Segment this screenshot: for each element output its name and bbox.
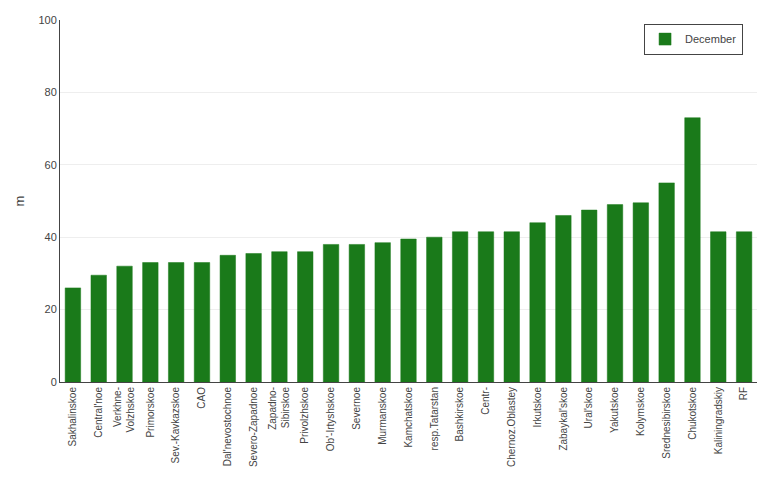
svg-text:Dal'nevostochnoe: Dal'nevostochnoe: [222, 387, 233, 467]
svg-text:Chukotskoe: Chukotskoe: [687, 387, 698, 440]
svg-text:Ob'-Irtyshskoe: Ob'-Irtyshskoe: [325, 387, 336, 452]
svg-text:Centr-: Centr-: [480, 387, 491, 415]
svg-text:Zapadno-Sibirskoe: Zapadno-Sibirskoe: [267, 387, 291, 430]
svg-text:resp.Tatarstan: resp.Tatarstan: [429, 387, 440, 450]
svg-text:Kolymskoe: Kolymskoe: [635, 387, 646, 436]
svg-text:Zabaykal'skoe: Zabaykal'skoe: [558, 387, 569, 451]
svg-text:m: m: [12, 196, 27, 207]
svg-text:Ural'skoe: Ural'skoe: [583, 387, 594, 429]
svg-text:Severo-Zapadnoe: Severo-Zapadnoe: [248, 387, 259, 467]
svg-text:Privolzhskoe: Privolzhskoe: [299, 387, 310, 444]
svg-text:December: December: [685, 33, 736, 45]
svg-text:100: 100: [38, 14, 56, 26]
svg-text:Severnoe: Severnoe: [351, 387, 362, 430]
svg-text:Irkutskoe: Irkutskoe: [532, 387, 543, 428]
svg-text:Chernoz.Oblastey: Chernoz.Oblastey: [506, 387, 517, 467]
svg-text:0: 0: [51, 376, 57, 388]
svg-text:Central'noe: Central'noe: [93, 387, 104, 438]
svg-text:Srednesibirskoe: Srednesibirskoe: [661, 387, 672, 459]
svg-text:CAO: CAO: [196, 387, 207, 409]
svg-text:Sakhalinskoe: Sakhalinskoe: [67, 387, 78, 447]
svg-text:Verkhne-Volzhskoe: Verkhne-Volzhskoe: [112, 387, 136, 433]
svg-text:Kamchatskoe: Kamchatskoe: [403, 387, 414, 448]
svg-text:Murmanskoe: Murmanskoe: [377, 387, 388, 445]
svg-text:20: 20: [45, 303, 57, 315]
svg-text:Sev.-Kavkazskoe: Sev.-Kavkazskoe: [170, 387, 181, 464]
svg-text:40: 40: [45, 231, 57, 243]
svg-text:Kaliningradskiy: Kaliningradskiy: [713, 387, 724, 454]
svg-text:80: 80: [45, 86, 57, 98]
svg-text:60: 60: [45, 159, 57, 171]
svg-text:Primorskoe: Primorskoe: [145, 387, 156, 438]
svg-text:RF: RF: [738, 387, 749, 400]
svg-text:Yakutskoe: Yakutskoe: [609, 387, 620, 433]
svg-text:Bashkirskoe: Bashkirskoe: [454, 387, 465, 442]
